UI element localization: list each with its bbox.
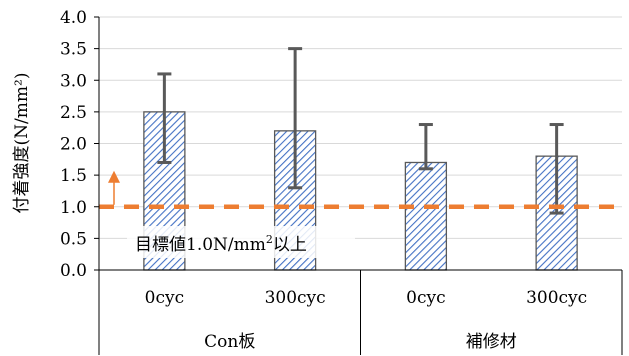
y-tick-label: 0.5 — [60, 229, 87, 249]
group-label: 補修材 — [466, 332, 517, 352]
category-label: 0cyc — [406, 288, 445, 308]
target-annotation: 目標値1.0N/mm2以上 — [127, 226, 355, 258]
target-annotation-text: 目標値1.0N/mm2以上 — [135, 233, 307, 255]
group-label: Con板 — [204, 332, 255, 352]
annotation-tail: 以上 — [273, 235, 307, 255]
reference-line-group — [99, 170, 622, 209]
y-tick-label: 3.0 — [60, 71, 87, 91]
annotation-superscript: 2 — [266, 233, 273, 246]
y-tick-labels: 0.0 0.5 1.0 1.5 2.0 2.5 3.0 3.5 4.0 — [60, 8, 87, 281]
y-tick-label: 0.0 — [60, 261, 87, 281]
category-label: 300cyc — [526, 288, 587, 308]
y-tick-label: 2.0 — [60, 135, 87, 155]
y-tick-label: 1.5 — [60, 166, 87, 186]
y-tick-label: 2.5 — [60, 103, 87, 123]
error-bars — [157, 47, 564, 215]
y-axis-title: 付着強度(N/mm²) — [12, 73, 32, 214]
annotation-background — [127, 226, 355, 258]
y-tick-label: 4.0 — [60, 8, 87, 28]
y-tick-label: 1.0 — [60, 198, 87, 218]
category-label: 300cyc — [265, 288, 326, 308]
bar — [404, 161, 448, 271]
target-arrow-head — [108, 170, 120, 183]
y-tick-label: 3.5 — [60, 40, 87, 60]
category-table: 0cyc 300cyc 0cyc 300cyc Con板 補修材 — [145, 270, 587, 355]
category-label: 0cyc — [145, 288, 184, 308]
annotation-main: 目標値1.0N/mm — [135, 235, 266, 255]
